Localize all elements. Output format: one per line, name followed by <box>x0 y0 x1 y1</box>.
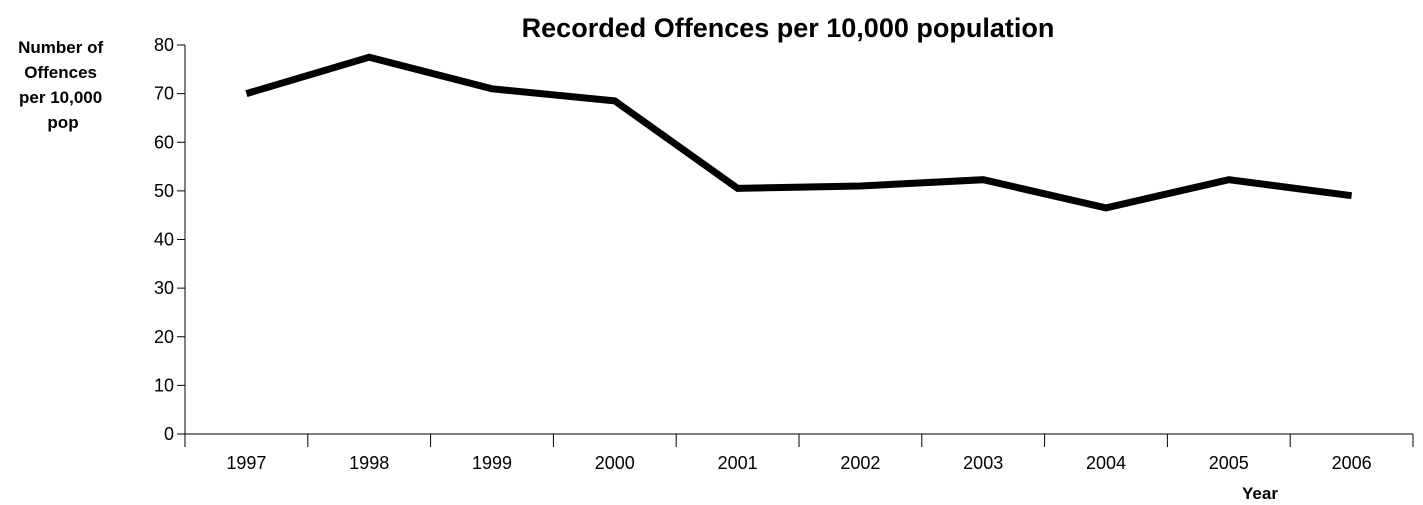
y-axis-label-line: Offences <box>24 63 97 82</box>
x-tick-label: 2006 <box>1332 453 1372 473</box>
x-tick-label: 2002 <box>840 453 880 473</box>
x-tick-label: 2005 <box>1209 453 1249 473</box>
y-tick-label: 30 <box>154 278 174 298</box>
chart-title: Recorded Offences per 10,000 population <box>522 13 1055 43</box>
y-axis-label-line: per 10,000 <box>19 88 102 107</box>
y-tick-label: 0 <box>164 424 174 444</box>
y-axis-label-line: Number of <box>18 38 103 57</box>
x-tick-label: 1999 <box>472 453 512 473</box>
y-tick-label: 70 <box>154 84 174 104</box>
series-group <box>245 53 1353 212</box>
y-axis-label: Number of Offences per 10,000 pop <box>18 38 108 132</box>
x-tick-label: 1998 <box>349 453 389 473</box>
y-tick-label: 80 <box>154 35 174 55</box>
y-tick-label: 40 <box>154 230 174 250</box>
y-tick-label: 60 <box>154 132 174 152</box>
y-axis-label-line: pop <box>47 113 78 132</box>
x-tick-label: 2003 <box>963 453 1003 473</box>
y-tick-label: 50 <box>154 181 174 201</box>
x-axis-ticks: 1997 1998 1999 2000 2001 2002 2003 2004 2005 2006 <box>184 434 1414 473</box>
x-tick-label: 2004 <box>1086 453 1126 473</box>
x-axis-label: Year <box>1242 484 1278 503</box>
x-tick-label: 1997 <box>226 453 266 473</box>
x-tick-label: 2000 <box>595 453 635 473</box>
x-tick-label: 2001 <box>718 453 758 473</box>
y-tick-label: 10 <box>154 375 174 395</box>
series-line <box>245 53 1353 212</box>
y-axis-ticks: 0 10 20 30 40 50 60 70 80 <box>154 35 185 444</box>
y-tick-label: 20 <box>154 327 174 347</box>
